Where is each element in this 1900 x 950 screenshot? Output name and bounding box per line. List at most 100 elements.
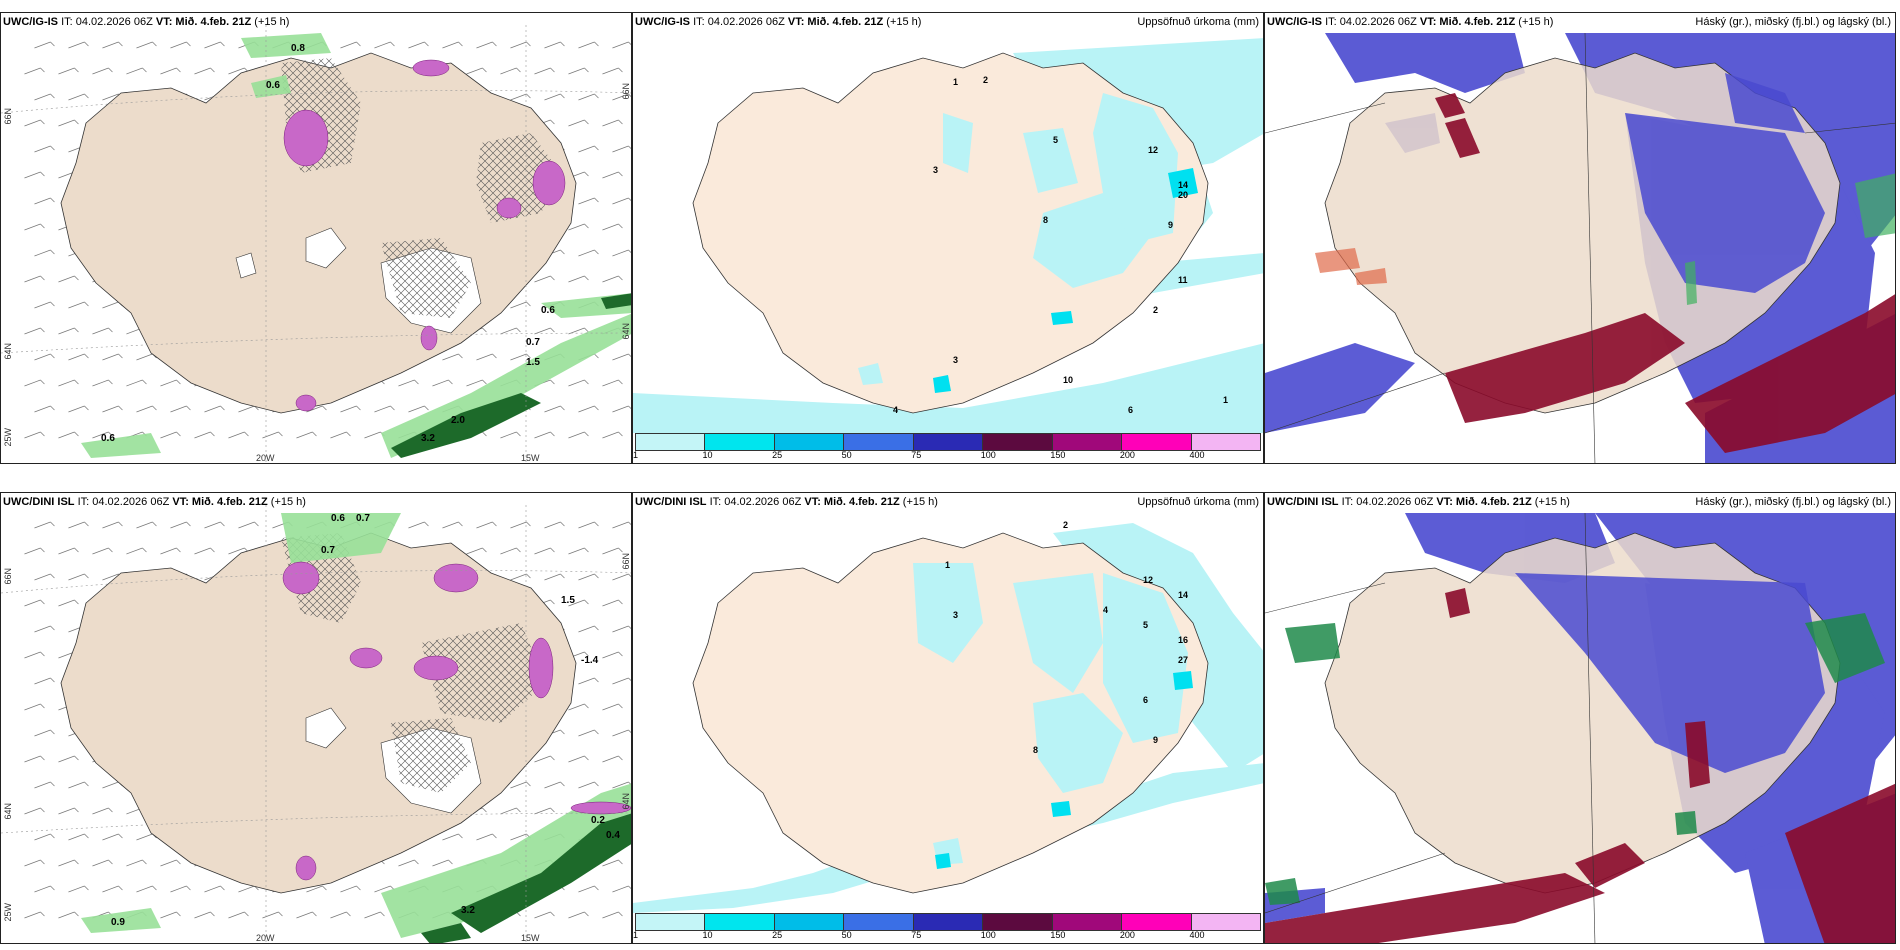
panel-variable-title: Háský (gr.), miðský (fj.bl.) og lágský (… bbox=[1695, 16, 1891, 28]
wind-barb bbox=[228, 431, 249, 439]
wind-barb bbox=[34, 41, 55, 49]
wind-barb bbox=[544, 93, 565, 101]
wind-barb bbox=[24, 119, 45, 127]
map-value-label: 4 bbox=[1103, 605, 1108, 615]
model-name: UWC/IG-IS bbox=[3, 16, 58, 28]
wind-barb bbox=[612, 405, 631, 413]
legend-swatch bbox=[636, 434, 706, 450]
wind-barb bbox=[160, 911, 181, 919]
wind-barb bbox=[432, 859, 453, 867]
purple-areas bbox=[283, 59, 566, 412]
valid-time: VT: Mið. 4.feb. 21Z bbox=[172, 496, 268, 508]
wind-barb bbox=[160, 859, 181, 867]
map-value-label: 0.6 bbox=[101, 433, 115, 444]
wind-barb bbox=[578, 729, 599, 737]
lead-time: (+15 h) bbox=[902, 496, 938, 508]
wind-barb bbox=[24, 223, 45, 231]
legend-swatch bbox=[1122, 434, 1192, 450]
wind-barb bbox=[602, 755, 623, 763]
wind-barb bbox=[92, 379, 113, 387]
wind-barb bbox=[544, 405, 565, 413]
init-time: IT: 04.02.2026 06Z bbox=[693, 16, 785, 28]
wind-barb bbox=[24, 859, 45, 867]
wind-barb bbox=[602, 703, 623, 711]
model-name: UWC/DINI ISL bbox=[3, 496, 75, 508]
wind-barb bbox=[500, 807, 521, 815]
lon-label-20w: 20W bbox=[256, 453, 275, 463]
wind-barb bbox=[612, 885, 631, 893]
dark-green-areas bbox=[421, 813, 631, 943]
lead-time: (+15 h) bbox=[270, 496, 306, 508]
precip-over-land bbox=[913, 563, 1188, 865]
wind-barb bbox=[578, 145, 599, 153]
wind-barb bbox=[568, 119, 589, 127]
wind-barb bbox=[476, 353, 497, 361]
wind-barb bbox=[568, 379, 589, 387]
wind-barb bbox=[544, 521, 565, 529]
wind-barb bbox=[58, 379, 79, 387]
lat-label-left: 66N bbox=[3, 108, 13, 125]
lat-label-left: 66N bbox=[3, 568, 13, 585]
wind-barb bbox=[578, 521, 599, 529]
wind-barb bbox=[58, 599, 79, 607]
legend-tick: 75 bbox=[911, 450, 922, 460]
wind-barb bbox=[602, 275, 623, 283]
wind-barb bbox=[24, 651, 45, 659]
wind-barb bbox=[68, 353, 89, 361]
lat-label-left-2: 64N bbox=[3, 343, 13, 360]
lon-label-15w: 15W bbox=[521, 453, 540, 463]
map-value-label: 0.6 bbox=[331, 513, 345, 524]
wind-barb bbox=[534, 67, 555, 75]
wind-barb bbox=[68, 885, 89, 893]
map-panel-dini-clouds: UWC/DINI ISL IT: 04.02.2026 06Z VT: Mið.… bbox=[1264, 492, 1896, 944]
wind-barb bbox=[58, 327, 79, 335]
map-value-label: 27 bbox=[1178, 655, 1188, 665]
valid-time: VT: Mið. 4.feb. 21Z bbox=[804, 496, 900, 508]
map-value-label: 6 bbox=[1128, 405, 1133, 415]
map-value-label: 0.2 bbox=[591, 815, 605, 826]
legend-swatch bbox=[913, 434, 984, 450]
wind-barb bbox=[170, 521, 191, 529]
wind-barb bbox=[58, 67, 79, 75]
wind-barb bbox=[34, 145, 55, 153]
legend-swatch bbox=[844, 914, 914, 930]
map-value-label: 0.6 bbox=[266, 80, 280, 91]
wind-barb bbox=[68, 833, 89, 841]
legend-tick: 1 bbox=[633, 450, 639, 460]
wind-barb bbox=[568, 431, 589, 439]
wind-barb bbox=[398, 379, 419, 387]
wind-barb bbox=[136, 521, 157, 529]
wind-barb bbox=[578, 249, 599, 257]
legend-tick: 150 bbox=[1050, 450, 1066, 460]
wind-barb bbox=[544, 41, 565, 49]
wind-barb bbox=[58, 807, 79, 815]
wind-barb bbox=[602, 171, 623, 179]
panel-variable-title: Uppsöfnuð úrkoma (mm) bbox=[1137, 496, 1259, 508]
wind-barb bbox=[34, 405, 55, 413]
wind-barb bbox=[170, 41, 191, 49]
legend-swatch bbox=[1191, 914, 1260, 930]
wind-barb bbox=[534, 911, 555, 919]
legend-swatch bbox=[774, 434, 845, 450]
wind-barb bbox=[544, 573, 565, 581]
wind-barb bbox=[102, 353, 123, 361]
wind-barb bbox=[602, 379, 623, 387]
wind-barb bbox=[24, 171, 45, 179]
wind-barb bbox=[102, 405, 123, 413]
legend-swatch bbox=[1122, 914, 1192, 930]
wind-barb bbox=[58, 911, 79, 919]
wind-barb bbox=[500, 67, 521, 75]
wind-barb bbox=[476, 41, 497, 49]
wind-barb bbox=[612, 41, 631, 49]
wind-barb bbox=[34, 625, 55, 633]
wind-barb bbox=[442, 41, 463, 49]
wind-barb bbox=[408, 521, 429, 529]
lon-label-20w: 20W bbox=[256, 933, 275, 943]
wind-barb bbox=[102, 885, 123, 893]
wind-barb bbox=[34, 729, 55, 737]
wind-barb bbox=[612, 625, 631, 633]
wind-barb bbox=[24, 703, 45, 711]
map-value-label: 1.5 bbox=[526, 357, 540, 368]
